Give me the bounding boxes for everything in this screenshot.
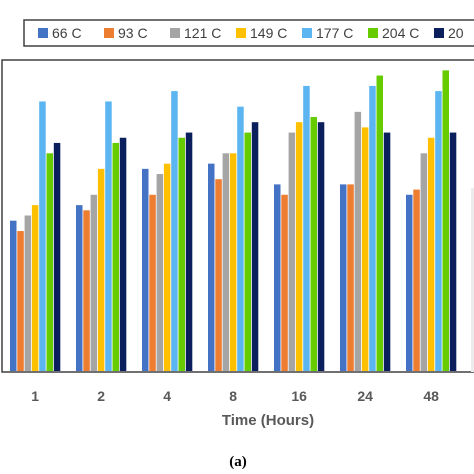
bar	[442, 70, 449, 371]
right-panel-edge	[471, 188, 474, 372]
legend-label: 66 C	[52, 25, 82, 41]
bar	[347, 184, 354, 371]
bar	[340, 184, 347, 371]
bar	[274, 184, 281, 371]
bars	[10, 70, 457, 372]
bar	[46, 153, 53, 371]
bar	[244, 132, 251, 371]
x-ticks: 1 2 4 8 16 24 48	[31, 388, 439, 404]
legend: 66 C 93 C 121 C 149 C 177 C 204 C 20	[38, 25, 464, 41]
legend-swatch	[38, 28, 48, 38]
bar	[237, 106, 244, 372]
bar	[435, 91, 442, 371]
bar	[427, 137, 435, 371]
bar	[142, 168, 149, 371]
legend-swatch	[236, 28, 246, 38]
legend-swatch	[104, 28, 114, 38]
legend-label: 204 C	[382, 25, 419, 41]
x-tick-label: 2	[97, 388, 105, 404]
bar	[185, 132, 193, 371]
bar	[449, 132, 457, 371]
legend-label: 20	[448, 25, 464, 41]
bar	[222, 153, 230, 371]
bar	[76, 205, 83, 371]
bar	[24, 215, 32, 371]
bar	[369, 85, 376, 372]
bar	[97, 168, 105, 371]
figure-caption: (a)	[229, 454, 247, 470]
legend-label: 177 C	[316, 25, 353, 41]
legend-swatch	[434, 28, 444, 38]
bar	[156, 174, 164, 371]
bar	[361, 127, 369, 371]
legend-box	[23, 19, 474, 47]
bar	[295, 122, 303, 371]
bar	[229, 153, 237, 371]
bar	[171, 91, 178, 371]
bar	[149, 194, 156, 371]
x-tick-label: 24	[357, 388, 373, 404]
bar	[163, 163, 171, 371]
bar	[31, 205, 39, 371]
bar	[354, 111, 362, 371]
bar	[420, 153, 428, 371]
bar	[208, 163, 215, 371]
bar	[317, 122, 325, 371]
bar	[119, 137, 127, 371]
bar	[17, 231, 24, 371]
x-tick-label: 48	[423, 388, 439, 404]
bar	[413, 189, 420, 371]
bar	[383, 132, 391, 371]
bar	[10, 220, 17, 371]
bar	[178, 137, 185, 371]
bar	[105, 101, 112, 371]
bar	[251, 122, 259, 371]
bar	[39, 101, 46, 371]
bar	[112, 142, 119, 371]
bar	[281, 194, 288, 371]
legend-swatch	[170, 28, 180, 38]
legend-label: 149 C	[250, 25, 287, 41]
bar	[83, 210, 90, 371]
x-tick-label: 16	[291, 388, 307, 404]
bar	[288, 132, 296, 371]
bar	[90, 194, 98, 371]
bar	[310, 117, 317, 372]
x-tick-label: 1	[31, 388, 39, 404]
legend-label: 121 C	[184, 25, 221, 41]
legend-swatch	[302, 28, 312, 38]
plot-frame	[1, 59, 474, 373]
bar	[376, 75, 383, 372]
bar	[406, 194, 413, 371]
x-tick-label: 4	[163, 388, 171, 404]
x-axis-label: Time (Hours)	[222, 412, 314, 429]
bar	[215, 179, 222, 371]
bar	[53, 142, 61, 371]
legend-swatch	[368, 28, 378, 38]
bar	[303, 85, 310, 372]
x-tick-label: 8	[229, 388, 237, 404]
legend-label: 93 C	[118, 25, 148, 41]
